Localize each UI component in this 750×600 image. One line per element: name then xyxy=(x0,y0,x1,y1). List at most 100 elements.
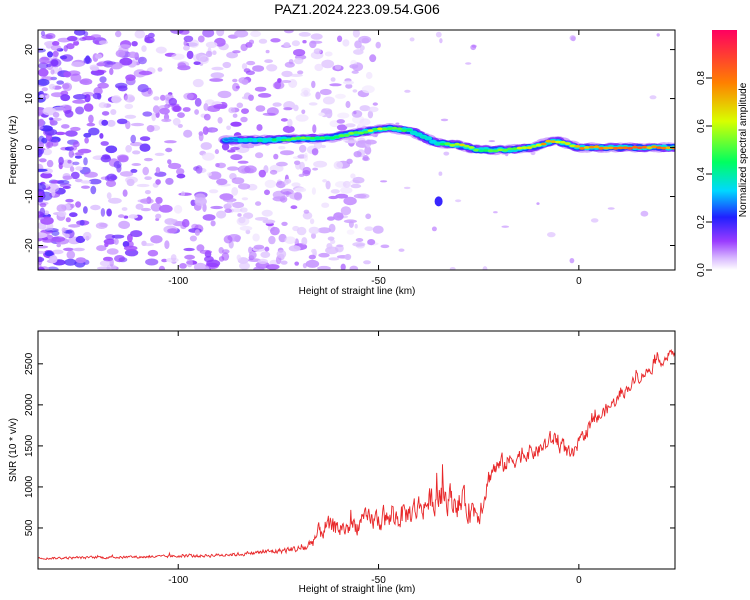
heatmap-noise-cell xyxy=(170,30,184,34)
heatmap-noise-cell xyxy=(237,213,242,217)
heatmap-noise-cell xyxy=(75,257,87,264)
heatmap-noise-cell xyxy=(38,245,49,249)
heatmap-noise-cell xyxy=(255,201,262,206)
heatmap-noise-cell xyxy=(202,152,215,161)
heatmap-noise-cell xyxy=(64,233,70,238)
heatmap-noise-cell xyxy=(74,178,83,183)
heatmap-noise-cell xyxy=(284,61,295,68)
snr-y-tick-label: 1000 xyxy=(24,475,35,498)
heatmap-noise-cell xyxy=(164,140,177,144)
heatmap-noise-cell xyxy=(148,32,155,39)
heatmap-noise-cell xyxy=(257,93,272,98)
heatmap-noise-cell xyxy=(38,62,49,70)
heatmap-noise-cell xyxy=(440,118,449,122)
heatmap-noise-cell xyxy=(124,94,135,103)
heatmap-noise-cell xyxy=(328,257,340,261)
heatmap-noise-cell xyxy=(245,70,255,76)
heatmap-noise-cell xyxy=(352,30,360,38)
heatmap-noise-cell xyxy=(105,145,118,154)
heatmap-noise-cell xyxy=(280,118,288,122)
heatmap-noise-cell xyxy=(318,252,330,258)
heatmap-noise-cell xyxy=(241,63,248,70)
heatmap-noise-cell xyxy=(295,114,309,122)
heatmap-noise-cell xyxy=(443,151,450,156)
heatmap-noise-cell xyxy=(168,162,182,170)
heatmap-noise-cell xyxy=(123,215,129,219)
heatmap-noise-cell xyxy=(88,114,94,124)
heatmap-noise-cell xyxy=(283,107,293,111)
heatmap-ridge-cell xyxy=(290,137,297,141)
heatmap-noise-cell xyxy=(380,180,388,183)
heatmap-noise-cell xyxy=(257,258,268,265)
heatmap-noise-cell xyxy=(260,251,271,258)
heatmap-ridge-cell xyxy=(319,136,326,140)
heatmap-noise-cell xyxy=(230,121,242,127)
heatmap-noise-cell xyxy=(90,204,101,211)
heatmap-noise-cell xyxy=(649,95,657,100)
heatmap-noise-cell xyxy=(100,208,106,217)
heatmap-noise-cell xyxy=(69,212,78,218)
heatmap-ridge-cell xyxy=(531,145,537,148)
heatmap-noise-cell xyxy=(154,171,167,177)
heatmap-ridge-cell xyxy=(285,138,292,142)
heatmap-noise-cell xyxy=(67,159,72,164)
heatmap-noise-cell xyxy=(96,62,106,67)
heatmap-noise-cell xyxy=(38,266,45,270)
heatmap-noise-cell xyxy=(344,253,352,261)
heatmap-noise-cell xyxy=(39,202,47,208)
heatmap-noise-cell xyxy=(155,213,162,219)
heatmap-noise-cell xyxy=(38,250,46,254)
heatmap-noise-cell xyxy=(40,30,46,36)
heatmap-noise-cell xyxy=(336,124,348,131)
heatmap-noise-cell xyxy=(170,254,177,262)
heatmap-x-tick-label: -50 xyxy=(371,276,386,287)
heatmap-noise-cell xyxy=(50,69,55,75)
heatmap-noise-cell xyxy=(232,78,238,83)
heatmap-noise-cell xyxy=(291,40,300,47)
heatmap-noise-cell xyxy=(41,34,53,39)
heatmap-ridge-cell xyxy=(406,128,412,132)
heatmap-noise-cell xyxy=(346,158,353,164)
heatmap-noise-cell xyxy=(42,226,53,231)
heatmap-noise xyxy=(38,30,660,270)
heatmap-noise-cell xyxy=(157,67,163,72)
heatmap-noise-cell xyxy=(217,90,232,99)
heatmap-ridge-cell xyxy=(506,147,513,151)
heatmap-noise-cell xyxy=(222,61,232,69)
heatmap-noise-cell xyxy=(367,110,374,119)
heatmap-ridge-cell xyxy=(247,138,254,142)
heatmap-ridge-cell xyxy=(367,129,374,133)
heatmap-ridge-cell xyxy=(333,135,340,139)
heatmap-noise-cell xyxy=(113,160,122,169)
heatmap-noise-cell xyxy=(155,196,163,204)
heatmap-noise-cell xyxy=(194,229,200,236)
heatmap-noise-cell xyxy=(226,201,234,206)
heatmap-noise-cell xyxy=(369,54,377,63)
heatmap-ridge-cell xyxy=(497,148,504,152)
heatmap-noise-cell xyxy=(130,168,138,173)
heatmap-noise-cell xyxy=(547,232,556,238)
snr-y-tick-label: 2000 xyxy=(24,393,35,416)
heatmap-noise-cell xyxy=(179,263,187,269)
heatmap-noise-cell xyxy=(231,208,243,213)
heatmap-noise-cell xyxy=(238,216,246,224)
heatmap-noise-cell xyxy=(277,78,282,83)
heatmap-noise-cell xyxy=(202,30,215,38)
heatmap-noise-cell xyxy=(398,248,405,252)
heatmap-noise-cell xyxy=(435,31,442,38)
heatmap-noise-cell xyxy=(100,155,112,163)
heatmap-noise-cell xyxy=(294,187,307,193)
heatmap-ridge-cell xyxy=(559,140,566,144)
heatmap-noise-cell xyxy=(372,102,378,106)
heatmap-noise-cell xyxy=(470,44,477,51)
heatmap-noise-cell xyxy=(122,189,128,197)
heatmap-ridge-cell xyxy=(641,145,648,149)
heatmap-ridge-cell xyxy=(281,138,287,142)
heatmap-noise-cell xyxy=(216,30,225,37)
heatmap-noise-cell xyxy=(226,51,239,59)
heatmap-noise-cell xyxy=(363,260,371,265)
heatmap-noise-cell xyxy=(268,235,276,245)
heatmap-noise-cell xyxy=(151,112,156,122)
heatmap-noise-cell xyxy=(43,210,50,216)
heatmap-noise-cell xyxy=(375,41,381,49)
